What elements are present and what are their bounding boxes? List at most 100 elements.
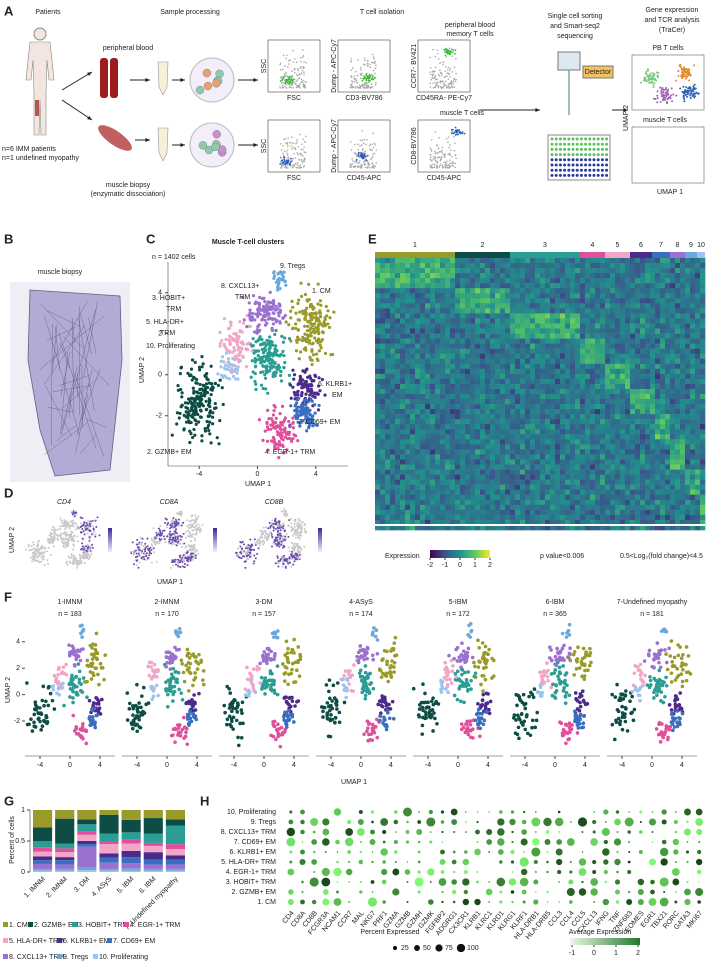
facs-event — [374, 77, 376, 79]
umap-point — [656, 101, 658, 103]
umap-point — [293, 523, 295, 525]
umap-point — [72, 549, 74, 551]
heat-cell — [530, 288, 535, 293]
umap-point — [212, 386, 215, 389]
umap-point — [276, 286, 279, 289]
umap-point — [140, 537, 142, 539]
well — [584, 158, 587, 161]
umap-point — [137, 547, 139, 549]
umap-point — [53, 536, 55, 538]
facs-event — [451, 156, 453, 158]
heat-cell — [645, 268, 650, 273]
umap-point — [300, 295, 303, 298]
umap-point — [136, 564, 138, 566]
axis-label: UMAP 1 — [245, 481, 271, 488]
umap-point — [188, 441, 191, 444]
heat-cell — [610, 288, 615, 293]
umap-point — [63, 539, 65, 541]
facs-event — [294, 163, 296, 165]
heat-cell — [660, 329, 665, 334]
heat-cell — [675, 263, 680, 268]
heat-cell — [470, 313, 475, 318]
facs-event — [293, 143, 295, 145]
umap-point — [280, 529, 282, 531]
umap-point — [282, 540, 284, 542]
heat-cell — [570, 324, 575, 329]
facs-event — [289, 163, 291, 165]
umap-point — [283, 280, 286, 283]
umap-point — [233, 338, 236, 341]
umap-point — [86, 545, 88, 547]
heat-cell — [510, 308, 515, 313]
umap-point — [278, 543, 280, 545]
heat-cell — [600, 324, 605, 329]
umap-point — [299, 557, 301, 559]
umap-point — [681, 77, 683, 79]
heat-cell — [525, 313, 530, 318]
facs-axis: FSC — [287, 95, 301, 102]
heat-cell — [475, 329, 480, 334]
umap-point — [88, 540, 90, 542]
umap-point — [171, 525, 173, 527]
heat-cell — [595, 329, 600, 334]
heat-cell — [505, 268, 510, 273]
heat-cell — [465, 278, 470, 283]
heat-cell — [440, 318, 445, 323]
heat-cell — [490, 303, 495, 308]
facs-event — [303, 74, 305, 76]
facs-axis: CD8-BV786 — [411, 127, 418, 164]
heat-cell — [445, 329, 450, 334]
umap-point — [282, 566, 284, 568]
facs-event — [372, 153, 374, 155]
heat-cell — [540, 258, 545, 263]
umap-point — [237, 353, 240, 356]
heat-cell — [545, 308, 550, 313]
umap-point — [86, 522, 88, 524]
umap-point — [175, 564, 177, 566]
heat-cell — [670, 268, 675, 273]
facs-box — [338, 40, 390, 92]
well — [584, 169, 587, 172]
facs-event — [371, 163, 373, 165]
umap-point — [146, 538, 148, 540]
heat-cell — [390, 278, 395, 283]
heat-cell — [400, 303, 405, 308]
arrow-head — [87, 116, 92, 120]
umap-point — [73, 543, 75, 545]
umap-point — [167, 522, 169, 524]
heat-cell — [645, 298, 650, 303]
tube — [100, 58, 108, 98]
umap-point — [315, 353, 318, 356]
heat-cell — [645, 293, 650, 298]
umap-point — [68, 556, 70, 558]
facs-event — [287, 137, 289, 139]
umap-point — [679, 87, 681, 89]
heat-cell — [480, 268, 485, 273]
heat-cell — [505, 329, 510, 334]
heat-cell — [470, 288, 475, 293]
umap-point — [305, 530, 307, 532]
heat-cell — [510, 329, 515, 334]
heat-cell — [415, 334, 420, 339]
facs-event — [355, 71, 357, 73]
facs-event — [432, 49, 434, 51]
heat-cell — [630, 329, 635, 334]
heat-cell — [655, 324, 660, 329]
umap-point — [148, 554, 150, 556]
umap-point — [261, 343, 264, 346]
umap-point — [53, 529, 55, 531]
cluster-label: 10. Proliferating — [146, 343, 195, 350]
umap-point — [172, 537, 174, 539]
umap-point — [170, 542, 172, 544]
heat-cell — [570, 288, 575, 293]
umap-point — [228, 350, 231, 353]
heat-cell — [680, 318, 685, 323]
heat-cell — [570, 334, 575, 339]
facs-event — [352, 87, 354, 89]
facs-event — [366, 83, 368, 85]
umap-point — [284, 436, 287, 439]
umap-point — [657, 90, 659, 92]
umap-point — [310, 387, 313, 390]
heat-cell — [560, 303, 565, 308]
umap-point — [37, 560, 39, 562]
